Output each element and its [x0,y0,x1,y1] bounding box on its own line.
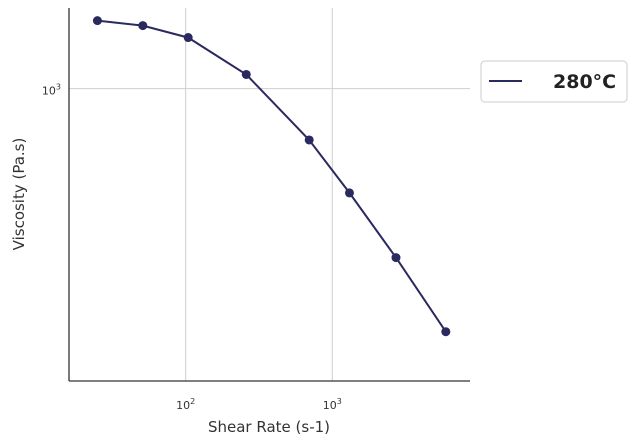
series-line [97,19,447,333]
y-axis-label: Viscosity (Pa.s) [10,138,28,251]
y-tick-label: 103 [42,83,61,98]
x-tick-label: 103 [323,397,342,412]
tick-labels: 102 103 103 [42,83,342,412]
series [92,16,451,337]
axes [68,8,470,382]
data-point [304,135,314,145]
data-point [391,253,401,263]
data-point [441,327,451,337]
data-point [241,69,251,79]
legend-frame [480,60,628,103]
x-axis-label: Shear Rate (s-1) [208,418,330,434]
data-point [344,188,354,198]
legend: 280°C [480,60,628,103]
data-point [92,16,102,26]
grid [69,8,470,381]
legend-label-280c: 280°C [553,71,616,93]
x-tick-label: 102 [176,397,195,412]
data-point [138,21,148,31]
data-point [183,33,193,43]
